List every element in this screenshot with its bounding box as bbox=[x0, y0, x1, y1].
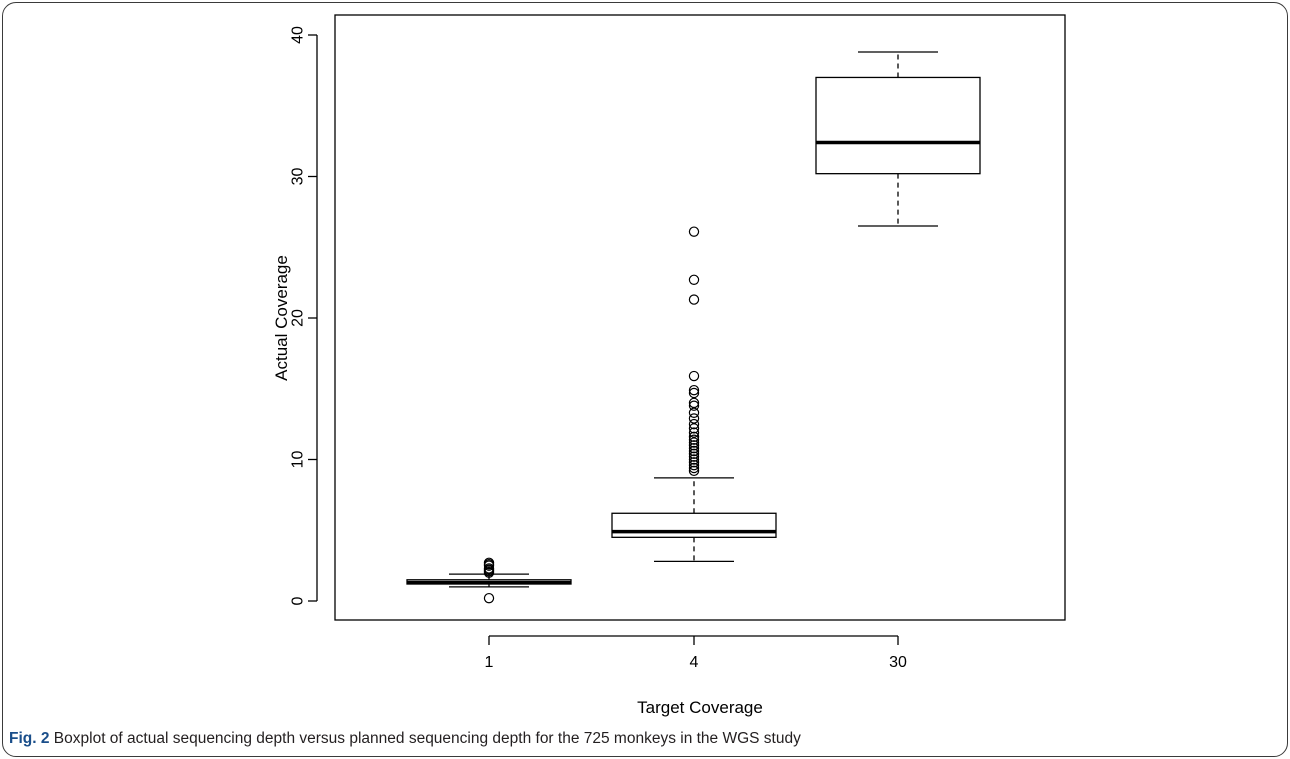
outlier-point bbox=[688, 454, 700, 465]
figure-label: Fig. 2 bbox=[9, 730, 50, 747]
y-tick-label: 0 bbox=[290, 596, 307, 605]
outlier-point bbox=[688, 457, 700, 468]
outlier-point bbox=[688, 413, 700, 424]
outlier-point bbox=[688, 384, 700, 396]
outlier-point bbox=[483, 592, 495, 604]
box-iqr bbox=[611, 512, 777, 538]
plot-border bbox=[334, 14, 1066, 621]
outlier-point bbox=[688, 418, 700, 430]
outlier-point bbox=[688, 370, 700, 382]
outlier-point bbox=[688, 387, 700, 399]
figure-caption: Fig. 2 Boxplot of actual sequencing dept… bbox=[9, 730, 1279, 748]
y-tick-label: 20 bbox=[290, 309, 307, 327]
outlier-point bbox=[688, 423, 700, 434]
outlier-point bbox=[688, 226, 700, 237]
outlier-point bbox=[688, 407, 700, 419]
plot-area bbox=[334, 14, 1066, 621]
y-axis-title: Actual Coverage bbox=[272, 255, 291, 381]
y-tick-label: 40 bbox=[290, 26, 307, 44]
outlier-point bbox=[688, 442, 700, 454]
y-axis: 0 10 20 30 40 bbox=[290, 26, 318, 605]
outlier-point bbox=[483, 563, 495, 574]
outlier-point bbox=[688, 294, 700, 305]
box-group bbox=[815, 51, 981, 227]
box-group bbox=[611, 226, 777, 563]
outlier-point bbox=[688, 397, 700, 409]
outlier-point bbox=[688, 465, 700, 477]
x-axis: 1 4 30 bbox=[485, 635, 907, 671]
box-group bbox=[406, 557, 572, 604]
outlier-point bbox=[688, 274, 700, 285]
y-tick-label: 30 bbox=[290, 168, 307, 186]
x-axis-title: Target Coverage bbox=[637, 698, 763, 717]
outlier-point bbox=[688, 462, 700, 474]
figure-caption-text: Boxplot of actual sequencing depth versu… bbox=[53, 730, 801, 747]
x-tick-label: 4 bbox=[690, 654, 699, 671]
outlier-point bbox=[483, 557, 495, 568]
outlier-point bbox=[688, 451, 700, 462]
outlier-point bbox=[688, 445, 700, 457]
x-tick-label: 30 bbox=[889, 654, 907, 671]
outlier-point bbox=[688, 448, 700, 460]
outlier-point bbox=[688, 400, 700, 411]
x-tick-label: 1 bbox=[485, 654, 494, 671]
box-iqr bbox=[815, 76, 981, 175]
outlier-point bbox=[688, 437, 700, 448]
boxes bbox=[406, 51, 981, 604]
outlier-point bbox=[688, 431, 700, 443]
outlier-point bbox=[688, 434, 700, 445]
y-tick-label: 10 bbox=[290, 451, 307, 469]
outlier-point bbox=[688, 427, 700, 438]
outlier-point bbox=[688, 459, 700, 471]
outlier-point bbox=[688, 440, 700, 451]
